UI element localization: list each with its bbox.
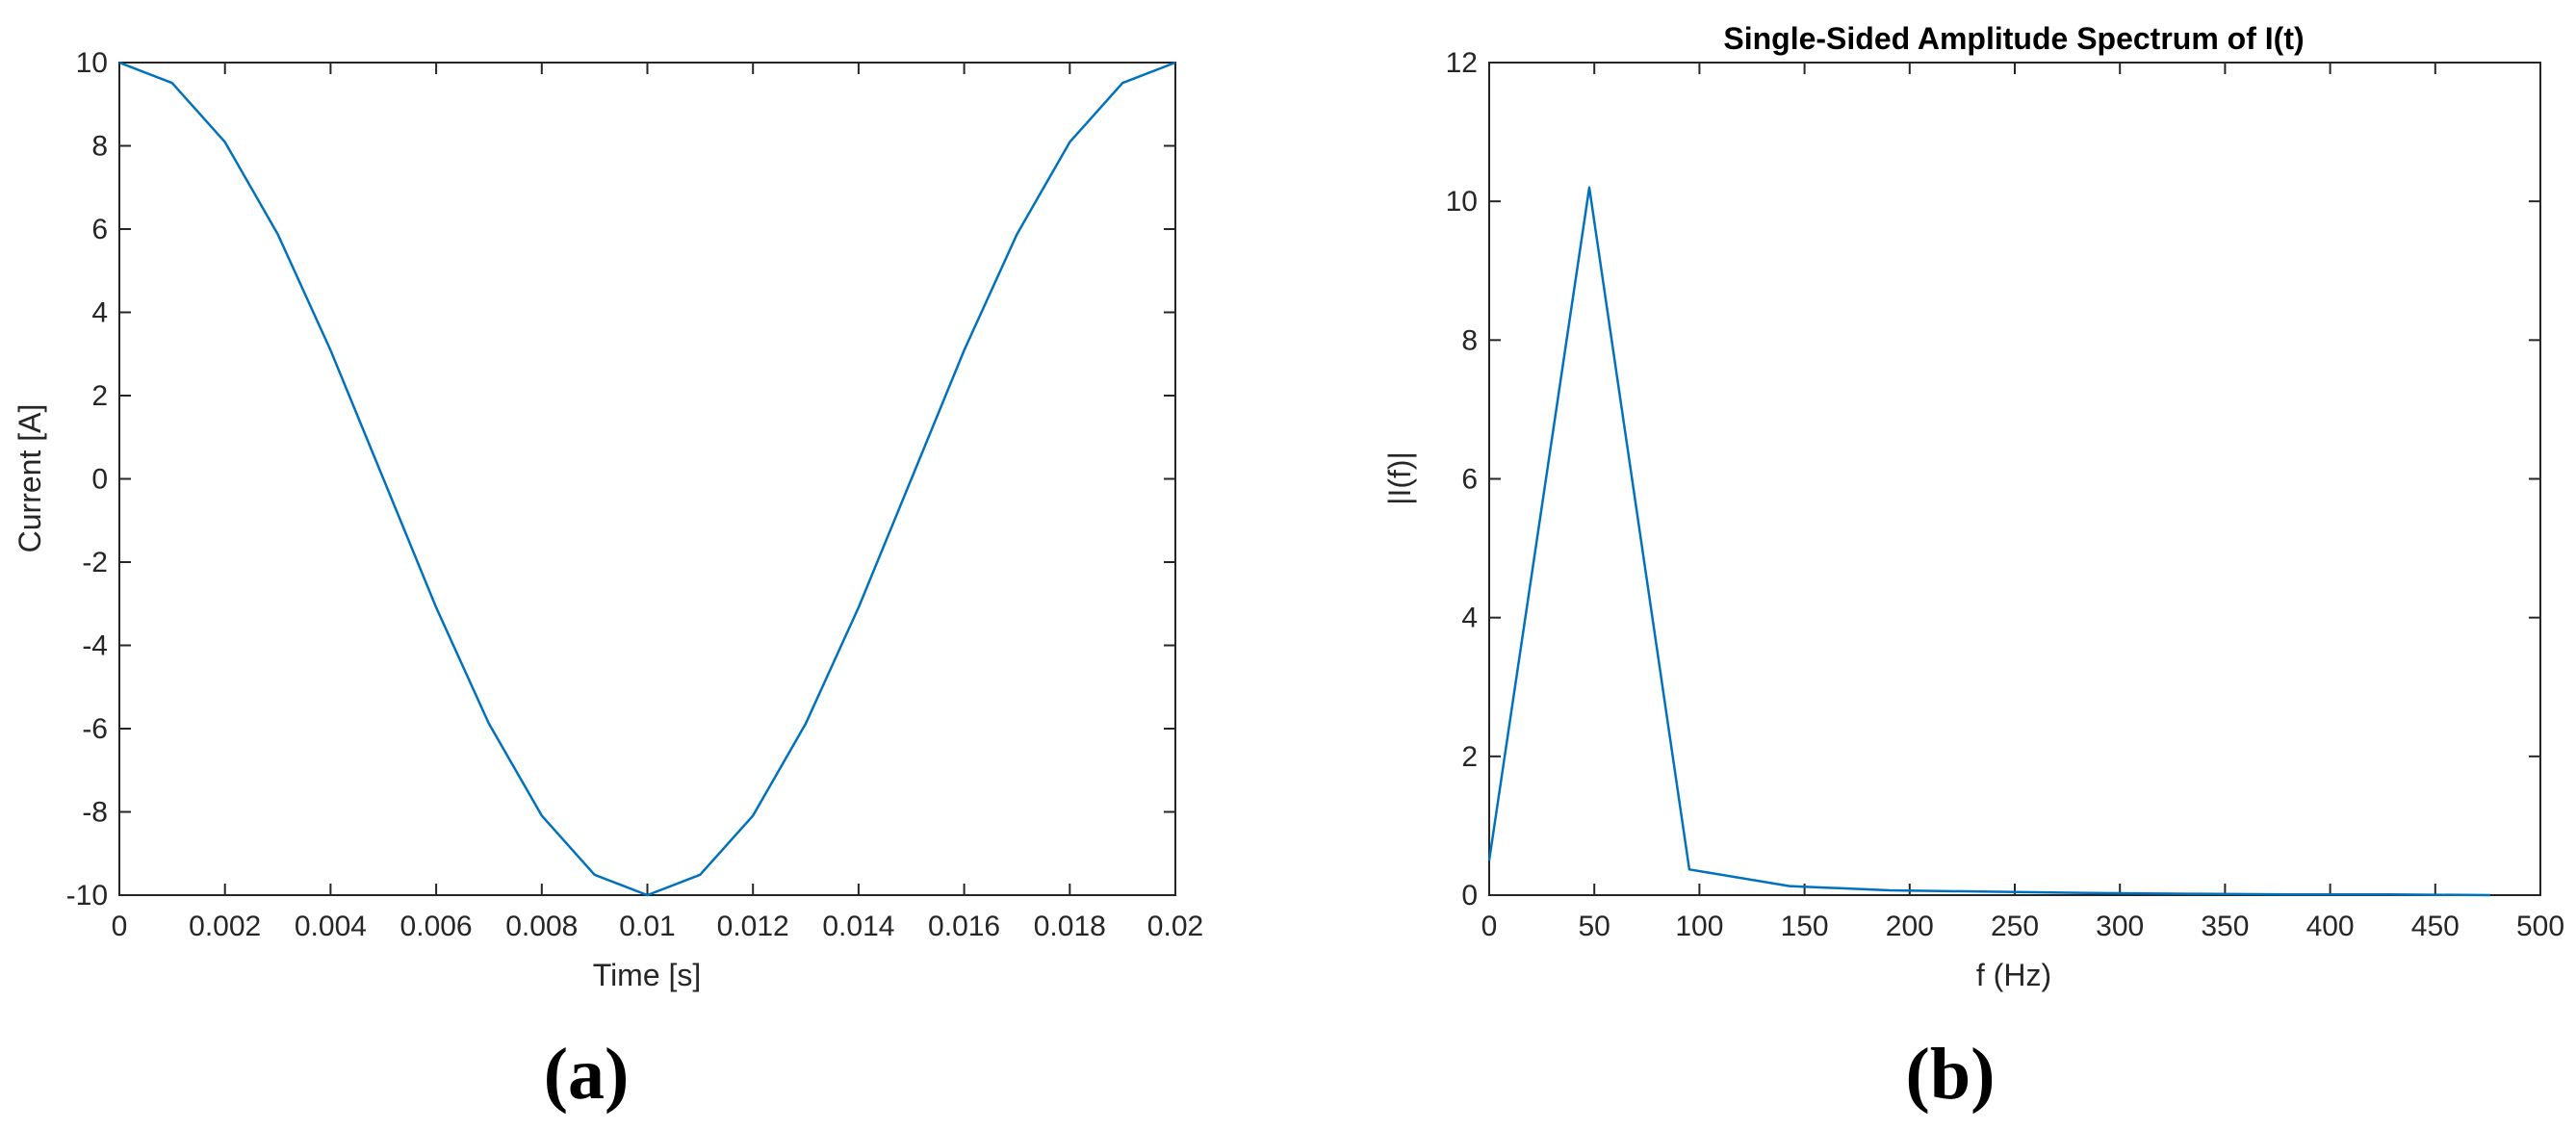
x-tick-label: 0.01 [619, 911, 675, 942]
x-tick-label: 0.008 [505, 911, 578, 942]
y-tick-label: 10 [76, 47, 108, 79]
x-tick-label: 0 [112, 911, 128, 942]
y-tick-labels-a: -10 -8 -6 -4 -2 0 2 4 6 8 10 [66, 47, 108, 912]
y-tick-labels-b: 0 2 4 6 8 10 12 [1446, 47, 1478, 912]
x-tick-label: 0.004 [295, 911, 367, 942]
x-tick-label: 0.02 [1147, 911, 1203, 942]
x-tick-label: 250 [1991, 911, 2039, 942]
x-tick-label: 100 [1675, 911, 1723, 942]
y-tick-label: 4 [91, 297, 108, 329]
y-tick-label: 2 [91, 380, 108, 412]
series-a [118, 61, 1176, 897]
y-tick-label: 6 [1461, 464, 1478, 496]
y-tick-label: 2 [1461, 741, 1478, 773]
tick-marks-a [118, 62, 1176, 896]
y-axis-label-b: |I(f)| [1382, 451, 1417, 505]
y-tick-label: -10 [66, 880, 108, 912]
x-axis-label-b: f (Hz) [1976, 958, 2051, 992]
x-tick-label: 400 [2306, 911, 2355, 942]
x-tick-label: 0.016 [928, 911, 1000, 942]
y-tick-label: 6 [91, 214, 108, 245]
x-axis-label-a: Time [s] [593, 958, 702, 992]
y-tick-label: -4 [82, 630, 108, 662]
x-tick-label: 0.014 [822, 911, 894, 942]
y-tick-label: 12 [1446, 47, 1478, 79]
x-tick-label: 0 [1481, 911, 1498, 942]
y-tick-label: -8 [82, 797, 108, 829]
chart-panel-a: 0 0.002 0.004 0.006 0.008 0.01 0.012 0.014 0.016… [13, 47, 1203, 1115]
plot-area-b [1488, 62, 2541, 896]
x-tick-label: 300 [2096, 911, 2144, 942]
y-tick-label: 10 [1446, 186, 1478, 218]
x-tick-label: 50 [1579, 911, 1610, 942]
x-tick-label: 0.006 [400, 911, 473, 942]
y-tick-label: -6 [82, 713, 108, 745]
x-tick-label: 200 [1886, 911, 1934, 942]
x-tick-label: 350 [2201, 911, 2249, 942]
x-tick-label: 500 [2516, 911, 2564, 942]
chart-title-b: Single-Sided Amplitude Spectrum of I(t) [1723, 21, 2304, 56]
x-tick-label: 0.002 [189, 911, 261, 942]
y-tick-label: -2 [82, 547, 108, 578]
x-tick-label: 450 [2411, 911, 2460, 942]
y-tick-label: 0 [1461, 880, 1478, 912]
x-tick-label: 0.018 [1034, 911, 1106, 942]
x-tick-labels-b: 0 50 100 150 200 250 300 350 400 450 500 [1481, 911, 2564, 942]
series-b [1487, 186, 2491, 897]
tick-marks-b [1488, 62, 2541, 896]
x-tick-label: 150 [1781, 911, 1829, 942]
chart-panel-b: Single-Sided Amplitude Spectrum of I(t) … [1382, 21, 2564, 1115]
plot-area-a [118, 62, 1176, 896]
x-tick-label: 0.012 [717, 911, 789, 942]
y-tick-label: 8 [1461, 324, 1478, 356]
y-tick-label: 0 [91, 464, 108, 496]
y-tick-label: 8 [91, 131, 108, 163]
panel-label-b: (b) [1906, 1034, 1996, 1115]
x-tick-labels-a: 0 0.002 0.004 0.006 0.008 0.01 0.012 0.014 0.016… [112, 911, 1204, 942]
panel-label-a: (a) [544, 1034, 630, 1115]
y-axis-label-a: Current [A] [13, 404, 47, 553]
y-tick-label: 4 [1461, 603, 1478, 634]
